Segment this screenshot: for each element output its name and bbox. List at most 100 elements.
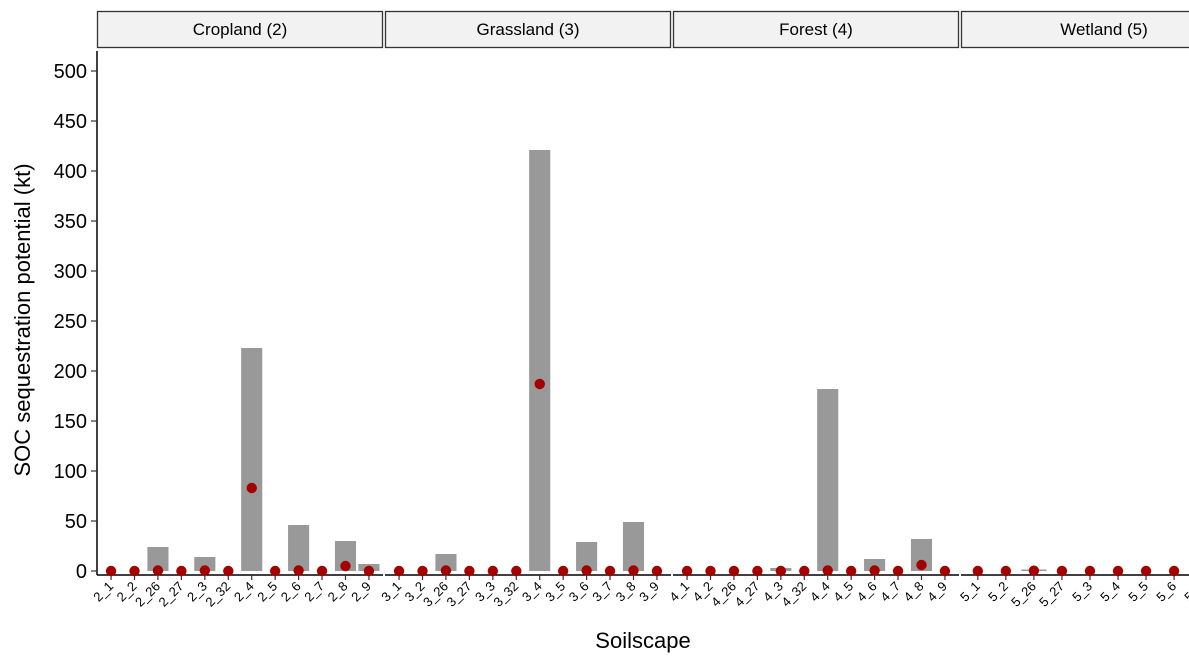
data-point — [1056, 565, 1068, 577]
x-tick-label: 4_7 — [877, 579, 903, 605]
data-point — [939, 565, 951, 577]
x-tick-label: 4_9 — [924, 579, 950, 605]
x-tick-label: 3_8 — [613, 579, 639, 605]
x-tick-label: 2_32 — [202, 579, 233, 610]
y-tick-label: 50 — [65, 511, 87, 533]
data-point — [681, 565, 693, 577]
x-tick-label: 5_2 — [985, 579, 1011, 605]
bar — [288, 525, 310, 571]
data-point — [1028, 565, 1040, 576]
data-point — [845, 565, 857, 577]
x-tick-label: 3_5 — [542, 579, 568, 605]
y-tick-label: 350 — [54, 211, 87, 233]
facet-panel: Wetland (5) 5_1 5_25_265_27 5_3 5_4 5_5 5_6 5_7… — [957, 10, 1189, 610]
facet-panel: Cropland (2)2_12_22_262_272_32_322_42_52… — [90, 10, 384, 610]
data-point — [464, 565, 475, 577]
x-tick-label: 4_4 — [807, 579, 833, 605]
x-tick-label: 2_26 — [132, 579, 163, 610]
bar — [241, 348, 263, 571]
x-tick-label: 4_8 — [901, 579, 927, 605]
x-tick-label: 5_4 — [1097, 579, 1123, 605]
x-tick-label: 2_27 — [155, 579, 186, 610]
x-tick-label: 3_1 — [378, 579, 404, 605]
x-tick-label: 3_6 — [566, 579, 592, 605]
bar — [147, 547, 169, 571]
data-point — [1140, 565, 1152, 577]
x-tick-label: 2_5 — [254, 579, 280, 605]
data-point — [293, 565, 304, 576]
bar — [817, 389, 839, 571]
x-tick-label: 3_27 — [443, 579, 474, 610]
data-point — [557, 565, 569, 577]
x-tick-label: 2_6 — [278, 579, 304, 605]
facet-panels: Cropland (2)2_12_22_262_272_32_322_42_52… — [90, 10, 1189, 610]
facet-strip — [384, 10, 672, 49]
data-point — [176, 565, 187, 577]
data-point — [728, 565, 740, 577]
data-point — [604, 565, 616, 577]
data-point — [440, 565, 452, 576]
facet-strip-label: Wetland (5) — [1060, 20, 1148, 39]
data-point — [752, 565, 763, 577]
data-point — [972, 565, 984, 577]
data-point — [1000, 565, 1012, 577]
data-point — [628, 565, 639, 576]
facet-strip-label: Grassland (3) — [477, 20, 580, 39]
bar — [864, 559, 886, 571]
data-point — [775, 565, 787, 577]
x-tick-label: 2_8 — [325, 579, 351, 605]
x-tick-label: 5_5 — [1125, 579, 1151, 605]
facet-panel: Forest (4)4_14_24_264_274_34_324_44_54_6… — [666, 10, 960, 610]
x-tick-label: 5_27 — [1036, 579, 1067, 610]
bar — [529, 150, 551, 571]
data-point — [511, 565, 522, 577]
x-tick-label: 2_4 — [231, 579, 257, 605]
data-point — [129, 565, 140, 577]
facet-strip-label: Forest (4) — [779, 20, 853, 39]
x-tick-label: 4_1 — [666, 579, 692, 605]
y-tick-label: 100 — [54, 461, 87, 483]
bar — [622, 522, 645, 571]
data-point — [534, 378, 545, 390]
x-tick-label: 3_26 — [420, 579, 451, 610]
facet-strip — [960, 10, 1189, 49]
y-tick-label: 250 — [54, 311, 87, 333]
data-point — [705, 565, 716, 577]
data-point — [892, 565, 904, 577]
data-point — [105, 565, 117, 577]
x-tick-label: 2_7 — [301, 579, 327, 605]
data-point — [152, 565, 164, 576]
bar — [334, 541, 357, 571]
y-tick-label: 450 — [54, 111, 87, 133]
x-tick-label: 2_1 — [90, 579, 116, 605]
data-point — [316, 565, 328, 577]
data-point — [651, 565, 663, 577]
facet-strip — [96, 10, 384, 49]
x-tick-label: 4_5 — [830, 579, 856, 605]
data-point — [1084, 565, 1096, 577]
data-point — [269, 565, 281, 577]
facet-strip-label: Cropland (2) — [193, 20, 288, 39]
bar — [194, 557, 216, 571]
x-tick-label: 3_7 — [589, 579, 615, 605]
x-tick-label: 3_4 — [519, 579, 545, 605]
x-tick-label: 5_7 — [1181, 579, 1189, 605]
x-tick-label: 2_9 — [348, 579, 374, 605]
data-point — [916, 559, 927, 571]
x-tick-label: 4_26 — [708, 579, 739, 610]
data-point — [246, 482, 257, 494]
y-axis: 0 50 100 150 200 250 300 350 400 450 500 — [54, 51, 98, 583]
y-axis-label: SOC sequestration potential (kt) — [10, 163, 35, 476]
x-tick-label: 4_32 — [778, 579, 809, 610]
data-point — [199, 565, 211, 576]
data-point — [822, 565, 833, 576]
bar — [910, 539, 933, 571]
data-point — [869, 565, 880, 576]
bar — [576, 542, 598, 571]
x-tick-label: 4_27 — [731, 579, 762, 610]
data-point — [799, 565, 810, 577]
y-tick-label: 200 — [54, 361, 87, 383]
data-point — [487, 565, 499, 577]
x-tick-label: 5_6 — [1153, 579, 1179, 605]
